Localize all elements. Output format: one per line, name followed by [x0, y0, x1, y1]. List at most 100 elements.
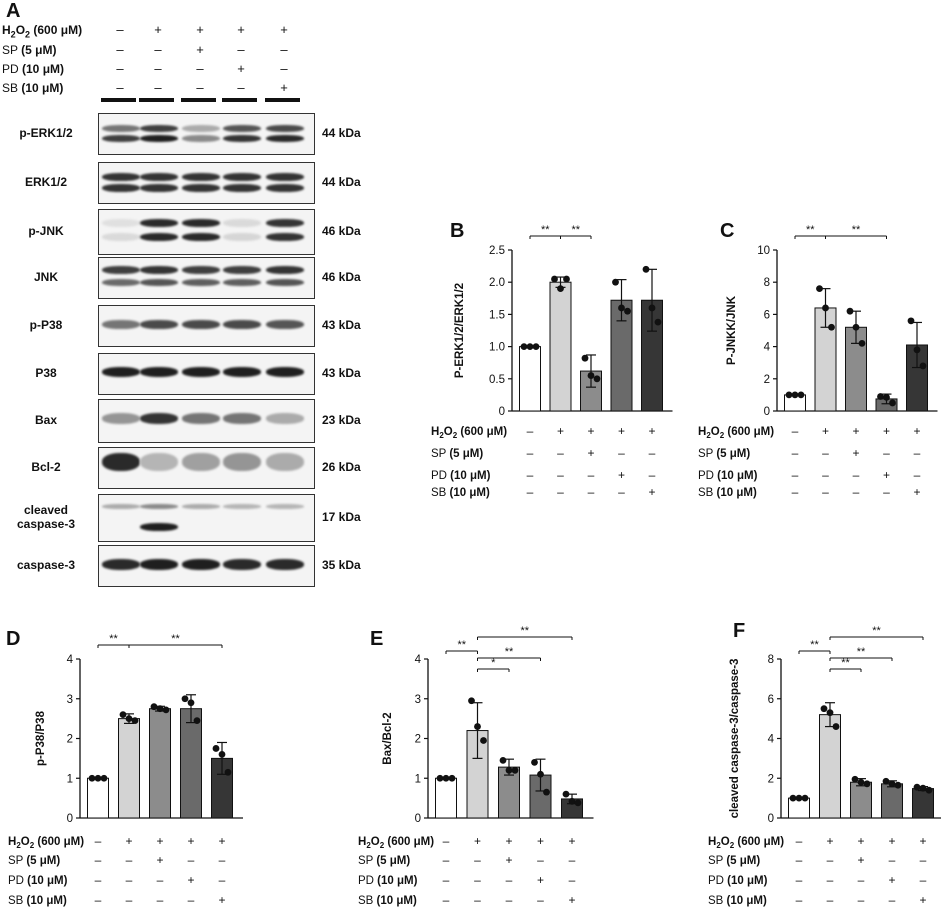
point-D-0-2	[100, 774, 108, 782]
treat-sign-C-sb-3: –	[883, 485, 890, 499]
blot-label-6: Bax	[34, 413, 57, 427]
panel-a-sign-pd-0: –	[116, 61, 124, 76]
ytick-label-B-5: 2.5	[489, 245, 505, 257]
sig-text-B-1: **	[571, 224, 580, 236]
point-F-1-2	[832, 723, 840, 730]
blot-5	[98, 353, 315, 395]
treat-sign-B-sb-0: –	[527, 485, 534, 499]
treat-sign-C-pd-4: –	[914, 468, 921, 482]
treat-sign-E-sb-1: –	[474, 893, 481, 907]
treat-sign-C-h2o2-2: +	[852, 424, 859, 438]
bar-B-0	[519, 346, 541, 412]
sig-text-C-1: **	[852, 224, 861, 236]
point-E-2-0	[499, 756, 507, 764]
point-E-0-0	[436, 774, 444, 782]
panel-a-sign-sp-1: –	[154, 42, 162, 57]
panel-a-treat-label-h2o2: H2O2 (600 μM)	[2, 23, 83, 40]
treat-label-F-sb: SB (10 μM)	[708, 895, 767, 907]
point-E-1-1	[474, 723, 481, 730]
point-B-4-2	[654, 318, 662, 326]
bar-F-1	[819, 714, 841, 819]
band-3-0-3	[223, 266, 261, 274]
blot-label-3: JNK	[33, 270, 58, 284]
blot-0	[98, 113, 315, 155]
band-1-1-0	[102, 183, 140, 192]
ytick-label-F-1: 2	[768, 773, 774, 785]
treat-sign-C-pd-1: –	[822, 468, 829, 482]
treat-sign-F-h2o2-1: +	[826, 834, 833, 848]
ytick-label-E-3: 3	[415, 694, 421, 706]
treat-sign-D-pd-1: –	[126, 873, 133, 887]
blot-2	[98, 209, 315, 255]
panel-a-sign-sb-0: –	[116, 80, 124, 95]
point-B-1-2	[563, 275, 570, 283]
treat-sign-B-h2o2-1: +	[557, 424, 564, 438]
treat-sign-F-pd-0: –	[796, 873, 803, 887]
treat-sign-E-sb-3: –	[537, 893, 544, 907]
treat-sign-E-sb-2: –	[506, 893, 513, 907]
point-E-4-2	[574, 799, 582, 807]
treat-sign-B-h2o2-3: +	[618, 424, 625, 438]
band-0-1-3	[223, 135, 261, 143]
band-4-0-2	[182, 319, 220, 329]
sig-text-E-0: **	[457, 639, 466, 651]
treat-sign-F-sp-0: –	[796, 853, 803, 867]
panel-a-sign-sp-4: –	[280, 42, 288, 57]
panel-a-sign-sp-3: –	[237, 42, 245, 57]
band-2-0-3	[223, 219, 261, 228]
band-0-1-2	[182, 135, 220, 143]
point-C-1-0	[816, 285, 823, 293]
treat-sign-B-sp-2: +	[587, 446, 594, 460]
blot-label-9: caspase-3	[16, 558, 76, 572]
treat-sign-B-sb-4: +	[648, 485, 655, 499]
band-4-0-3	[223, 319, 261, 329]
panel-a-sign-sp-0: –	[116, 42, 124, 57]
band-1-1-2	[182, 183, 220, 192]
sig-text-C-0: **	[806, 224, 815, 236]
treat-sign-C-h2o2-1: +	[822, 424, 829, 438]
blot-kda-1: 44 kDa	[322, 175, 361, 189]
point-E-4-1	[568, 797, 576, 805]
point-E-0-1	[442, 774, 450, 782]
ytick-label-E-1: 1	[415, 773, 421, 785]
point-F-0-2	[801, 794, 809, 802]
treat-sign-E-sp-4: –	[569, 853, 576, 867]
treat-sign-D-h2o2-3: +	[187, 834, 194, 848]
ytick-label-B-2: 1.0	[489, 342, 505, 354]
point-E-3-1	[537, 770, 544, 778]
bar-D-3	[180, 708, 202, 819]
point-D-4-2	[224, 768, 232, 776]
blot-label-8: cleaved caspase-3	[16, 503, 76, 531]
ytick-label-D-1: 1	[67, 773, 73, 785]
treat-label-E-h2o2: H2O2 (600 μM)	[358, 836, 434, 850]
blot-label-7: Bcl-2	[31, 460, 61, 474]
band-9-0-4	[266, 558, 304, 570]
chart-B: 0 0.5 1.0 1.5 2.0 2.5 P-ERK1/2/ERK1/2 ** ** H2O2 …	[431, 224, 673, 499]
point-D-4-1	[218, 751, 226, 758]
sig-text-E-1: *	[491, 657, 496, 669]
treat-label-C-h2o2: H2O2 (600 μM)	[698, 426, 774, 440]
point-D-1-2	[131, 717, 139, 725]
treat-label-B-h2o2: H2O2 (600 μM)	[431, 426, 507, 440]
point-E-2-2	[511, 766, 519, 774]
treat-label-F-pd: PD (10 μM)	[708, 875, 768, 887]
point-B-1-0	[551, 275, 558, 283]
treat-sign-B-h2o2-0: –	[527, 424, 534, 438]
point-C-2-1	[852, 323, 860, 331]
treat-sign-E-sp-1: –	[474, 853, 481, 867]
point-E-3-0	[531, 758, 538, 766]
blot-7	[98, 447, 315, 489]
point-B-2-1	[587, 372, 595, 379]
bar-E-0	[435, 777, 457, 819]
chart-F: 0 2 4 6 8 cleaved caspase-3/caspase-3 ** ** ** **…	[708, 625, 941, 907]
band-1-0-3	[223, 173, 261, 181]
treat-sign-D-pd-3: +	[187, 873, 194, 887]
band-0-1-0	[102, 135, 140, 143]
treat-sign-B-pd-1: –	[557, 468, 564, 482]
ytick-label-D-4: 4	[67, 654, 74, 666]
panel-a-sign-sb-2: –	[196, 80, 204, 95]
point-C-0-0	[785, 391, 793, 399]
band-9-0-0	[102, 558, 140, 570]
blot-kda-7: 26 kDa	[322, 460, 361, 474]
panel-a-sign-pd-1: –	[154, 61, 162, 76]
